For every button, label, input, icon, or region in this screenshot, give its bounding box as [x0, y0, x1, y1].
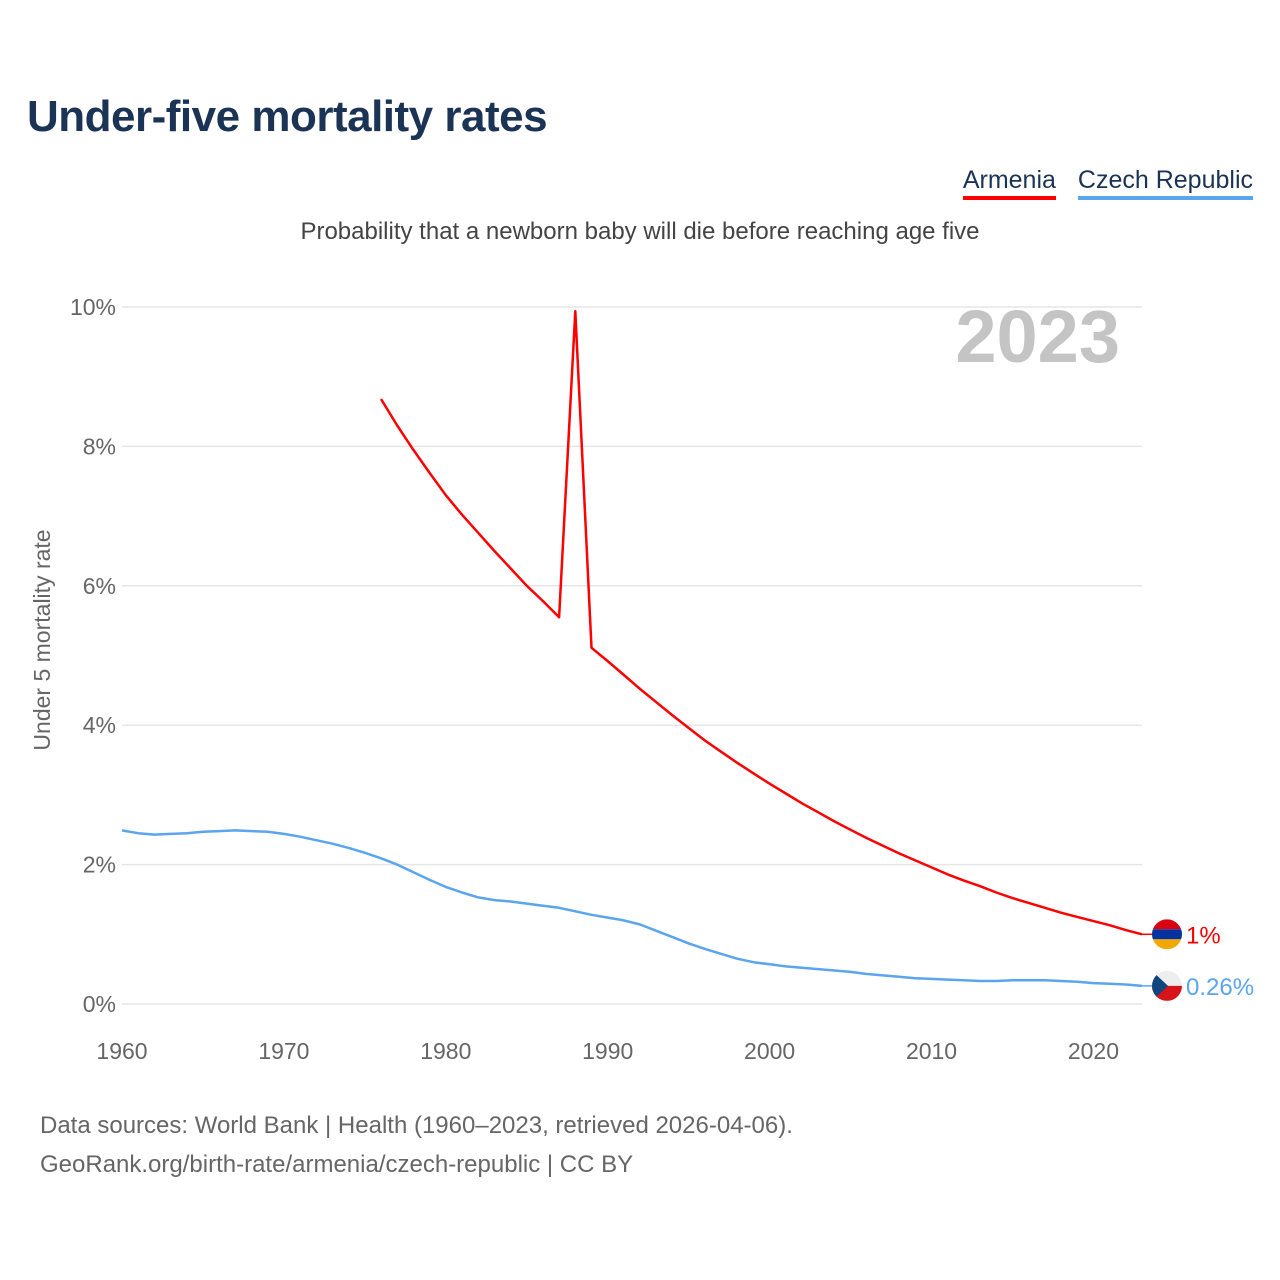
data-source: Data sources: World Bank | Health (1960–… — [40, 1112, 793, 1139]
czech-flag-icon — [1152, 970, 1182, 1001]
end-value-label: 1% — [1186, 922, 1221, 949]
x-tick-label: 2010 — [906, 1038, 957, 1064]
chart-title: Under-five mortality rates — [27, 92, 548, 141]
y-tick-label: 2% — [83, 852, 116, 878]
legend-armenia[interactable]: Armenia — [962, 166, 1056, 200]
y-tick-label: 4% — [83, 712, 116, 738]
x-tick-label: 1960 — [96, 1038, 147, 1064]
y-tick-label: 6% — [83, 573, 116, 599]
legend: Armenia Czech Republic — [962, 166, 1253, 200]
legend-czech-republic[interactable]: Czech Republic — [1077, 166, 1253, 200]
x-tick-label: 1970 — [258, 1038, 309, 1064]
y-tick-label: 0% — [83, 991, 116, 1017]
y-tick-label: 10% — [70, 294, 116, 320]
y-axis-label: Under 5 mortality rate — [29, 529, 55, 750]
year-annotation: 2023 — [955, 295, 1120, 378]
x-tick-label: 1990 — [582, 1038, 633, 1064]
end-value-label: 0.26% — [1186, 974, 1254, 1001]
x-tick-label: 1980 — [420, 1038, 471, 1064]
x-tick-label: 2000 — [744, 1038, 795, 1064]
chart-subtitle: Probability that a newborn baby will die… — [300, 218, 980, 245]
y-tick-label: 8% — [83, 433, 116, 459]
footer: Data sources: World Bank | Health (1960–… — [40, 1106, 793, 1184]
x-tick-label: 2020 — [1068, 1038, 1119, 1064]
series-line-armenia — [379, 309, 1143, 936]
source-link[interactable]: GeoRank.org/birth-rate/armenia/czech-rep… — [40, 1151, 634, 1178]
armenia-flag-icon — [1152, 919, 1182, 950]
series-line-czech-republic — [121, 829, 1143, 988]
